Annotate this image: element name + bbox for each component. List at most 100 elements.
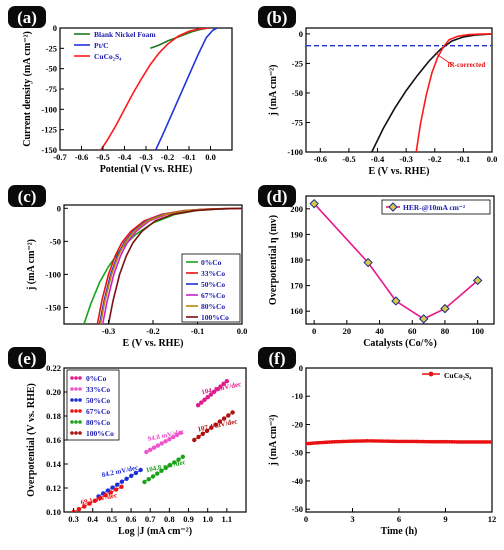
panel-label-badge — [258, 6, 296, 28]
data-point — [309, 198, 319, 209]
x-tick-label: 40 — [375, 326, 384, 336]
y-tick-label: 200 — [290, 204, 303, 214]
legend-box — [381, 199, 491, 215]
legend-label: 80%Co — [201, 302, 225, 311]
x-axis-label: E (V vs. RHE) — [123, 338, 184, 349]
legend-marker — [78, 376, 82, 380]
panel-label: (a) — [17, 8, 37, 27]
slope-label: 107.4 mV/dec — [197, 417, 238, 433]
x-tick-label: -0.2 — [146, 326, 159, 336]
data-point — [363, 257, 373, 268]
x-tick-label: 6 — [397, 514, 401, 524]
legend-marker — [70, 420, 74, 424]
panel-label: (d) — [267, 187, 288, 206]
plot-area — [83, 207, 242, 324]
x-tick-label: 0.0 — [487, 154, 498, 164]
x-axis-label: Catalysts (Co/%) — [363, 338, 437, 349]
annotation-leader — [434, 52, 453, 65]
legend-label: 33%Co — [86, 385, 110, 394]
series-line — [107, 207, 242, 324]
panel-label: (e) — [18, 349, 37, 368]
plot-area — [100, 28, 218, 150]
x-tick-label: 80 — [441, 326, 450, 336]
legend-label: 67%Co — [201, 291, 225, 300]
legend-marker — [74, 376, 78, 380]
x-tick-label: 0.5 — [107, 514, 118, 524]
x-tick-label: -0.3 — [102, 326, 115, 336]
y-tick-label: 170 — [290, 281, 303, 291]
panel-label-badge — [8, 6, 46, 28]
x-tick-label: 0.6 — [126, 514, 137, 524]
y-axis-label: Current density (mA cm⁻²) — [22, 31, 33, 147]
plot-frame — [59, 27, 233, 151]
y-axis-label: j (mA cm⁻²) — [268, 64, 279, 116]
panel-d: 0 20 40 60 80 100 160 170 180 190 200 Catalysts (Co… — [258, 185, 495, 349]
legend-marker — [74, 420, 78, 424]
y-axis-label: Overpotential η (mv) — [268, 215, 279, 305]
x-tick-label: -0.7 — [53, 152, 67, 162]
panel-label-badge — [8, 185, 46, 207]
series-line — [371, 33, 492, 152]
x-tick-label: -0.5 — [342, 154, 355, 164]
x-tick-label: 0.0 — [205, 152, 216, 162]
x-tick-label: 0 — [312, 326, 316, 336]
y-tick-label: 0.12 — [46, 483, 61, 493]
y-tick-label: -30 — [292, 448, 303, 458]
legend-box — [66, 369, 120, 441]
x-tick-label: -0.3 — [399, 154, 412, 164]
y-axis-label: j (mA cm⁻²) — [26, 239, 37, 291]
x-tick-label: -0.1 — [182, 152, 195, 162]
legend-label: 67%Co — [86, 407, 110, 416]
y-tick-label: -125 — [41, 125, 57, 135]
x-axis-label: Time (h) — [381, 526, 418, 537]
series-line — [150, 28, 207, 50]
x-tick-label: 100 — [471, 326, 484, 336]
legend-marker — [388, 202, 398, 212]
y-tick-label: -75 — [292, 117, 303, 127]
y-tick-label: 190 — [290, 229, 303, 239]
y-tick-label: 0.10 — [46, 507, 61, 517]
slope-label: 104.4 mV/dec — [201, 380, 242, 396]
x-tick-label: 0.8 — [164, 514, 175, 524]
panel-b: -0.6 -0.5 -0.4 -0.3 -0.2 -0.1 0.0 -100 -75 -50 -25… — [258, 6, 497, 177]
y-tick-label: -50 — [292, 88, 303, 98]
legend-marker — [70, 398, 74, 402]
legend-marker — [78, 420, 82, 424]
legend-marker — [74, 431, 78, 435]
legend-label: Pt/C — [94, 41, 109, 50]
x-tick-label: -0.2 — [161, 152, 174, 162]
fit-line — [146, 432, 182, 453]
panel-label-badge — [258, 185, 296, 207]
fit-line — [194, 412, 233, 441]
panel-label-badge — [8, 347, 46, 369]
panel-label: (b) — [267, 8, 288, 27]
x-tick-label: 0.3 — [68, 514, 79, 524]
x-tick-label: 0.7 — [145, 514, 156, 524]
y-axis-label: j (mA cm⁻²) — [268, 414, 279, 466]
y-tick-label: 0.14 — [46, 459, 62, 469]
x-tick-label: -0.2 — [428, 154, 441, 164]
series-line — [313, 203, 479, 320]
legend-marker — [70, 376, 74, 380]
legend-marker — [78, 398, 82, 402]
x-axis-label: E (V vs. RHE) — [369, 166, 430, 177]
y-tick-label: 0 — [57, 203, 61, 213]
y-tick-label: 180 — [290, 255, 303, 265]
x-tick-label: 0.9 — [183, 514, 194, 524]
data-point — [119, 484, 124, 489]
legend-marker — [70, 387, 74, 391]
x-tick-label: -0.5 — [96, 152, 109, 162]
plot-area — [306, 33, 492, 152]
x-tick-label: -0.6 — [314, 154, 327, 164]
legend-marker — [70, 431, 74, 435]
panel-label: (c) — [18, 187, 37, 206]
fit-line — [144, 456, 183, 483]
annotation-label: iR-corrected — [448, 61, 486, 69]
x-tick-label: 3 — [350, 514, 354, 524]
legend-marker — [428, 371, 434, 377]
fit-line — [98, 469, 141, 497]
legend-marker — [78, 387, 82, 391]
y-tick-label: -75 — [46, 84, 57, 94]
y-tick-label: -100 — [287, 147, 303, 157]
y-tick-label: -50 — [292, 504, 303, 514]
